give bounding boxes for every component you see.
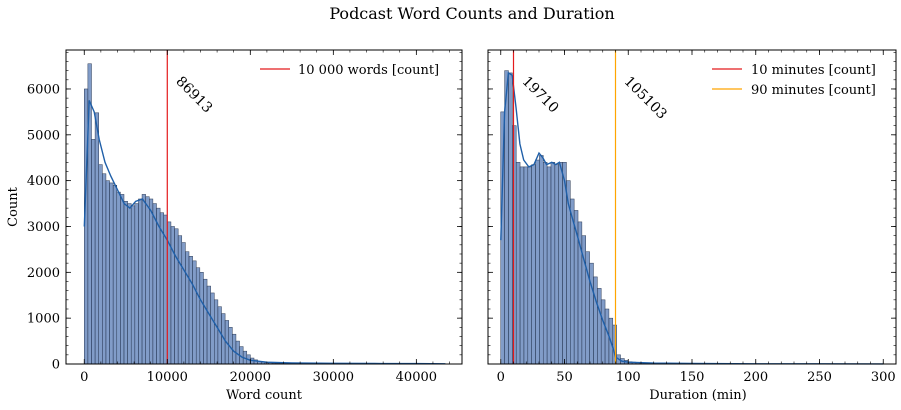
word-count-ytick-label: 4000 [27,174,60,189]
word-count-bar [156,208,160,364]
duration-xtick-label: 250 [807,370,832,385]
word-count-panel: 86913 0 10000 20000 30000 40000 0 1000 2000 3000 4… [6,50,462,403]
duration-panel: 19710 105103 0 50 100 150 200 250 300 Duration (… [488,50,896,403]
word-count-bar [113,185,117,364]
word-count-xtick-label: 20000 [230,370,271,385]
word-count-plot-area: 86913 0 10000 20000 30000 40000 0 1000 2000 3000 4… [27,50,462,385]
duration-plot-area: 19710 105103 0 50 100 150 200 250 300 [488,50,896,385]
word-count-vline-annotation: 86913 [172,74,215,117]
word-count-ylabel: Count [6,186,21,227]
word-count-bar [178,236,182,364]
duration-bar [551,162,555,364]
word-count-bar [203,279,207,364]
word-count-ytick-label: 5000 [27,128,60,143]
duration-bar [597,288,601,364]
word-count-bar [200,272,204,364]
duration-bar [547,167,551,364]
word-count-bar [218,307,222,364]
duration-bar [520,167,524,364]
word-count-xtick-label: 40000 [396,370,437,385]
duration-xtick-label: 50 [556,370,573,385]
duration-xtick-label: 200 [743,370,768,385]
word-count-bar [149,199,153,364]
word-count-legend-label: 10 000 words [count] [298,63,439,78]
duration-xtick-label: 150 [680,370,705,385]
duration-bar [536,160,540,364]
word-count-legend: 10 000 words [count] [260,63,439,78]
word-count-xtick-label: 0 [80,370,88,385]
duration-bar [516,162,520,364]
duration-bar [555,165,559,364]
word-count-bar [211,293,215,364]
duration-bar [590,263,594,364]
duration-bar [532,165,536,364]
word-count-bar [91,139,95,364]
word-count-xtick-label: 10000 [147,370,188,385]
word-count-bar [175,229,179,364]
duration-legend-label-90: 90 minutes [count] [751,83,876,98]
duration-xlabel: Duration (min) [649,388,746,403]
duration-bar [601,300,605,364]
word-count-bar [146,197,150,364]
duration-legend: 10 minutes [count] 90 minutes [count] [712,63,876,98]
word-count-bar [182,243,186,364]
duration-vline-annotation: 19710 [519,74,562,117]
word-count-bar [135,204,139,364]
duration-xtick-label: 300 [871,370,896,385]
word-count-bar [214,300,218,364]
duration-xtick-label: 0 [497,370,505,385]
duration-bar [559,162,563,364]
word-count-xtick-label: 30000 [313,370,354,385]
word-count-bar [196,268,200,364]
duration-bar [508,73,512,364]
duration-bar [539,155,543,364]
word-count-bar [138,199,142,364]
word-count-ytick-label: 0 [52,358,60,373]
word-count-ytick-label: 3000 [27,220,60,235]
word-count-bar [153,204,157,364]
word-count-ytick-label: 6000 [27,82,60,97]
word-count-bar [193,261,197,364]
word-count-bar [102,174,106,364]
figure-title: Podcast Word Counts and Duration [329,4,614,23]
duration-bar [524,167,528,364]
word-count-bar [110,183,114,364]
word-count-bar [185,252,189,364]
word-count-bar [142,194,146,364]
duration-bar [528,167,532,364]
word-count-bar [99,165,103,364]
duration-xtick-label: 100 [616,370,641,385]
duration-bar [593,277,597,364]
word-count-bar [189,256,193,364]
duration-bar [605,309,609,364]
word-count-bar [207,286,211,364]
duration-legend-label-10: 10 minutes [count] [751,63,876,78]
word-count-bar [131,206,135,364]
duration-bar [543,162,547,364]
word-count-bar [106,181,110,364]
word-count-bar [160,213,164,364]
word-count-bar [124,201,128,364]
word-count-bar [120,194,124,364]
word-count-bar [117,192,121,364]
duration-vline-annotation: 105103 [621,74,670,123]
word-count-ytick-label: 2000 [27,266,60,281]
word-count-xlabel: Word count [226,388,303,403]
word-count-bar [128,204,132,364]
word-count-bar [95,113,99,364]
word-count-ytick-label: 1000 [27,312,60,327]
